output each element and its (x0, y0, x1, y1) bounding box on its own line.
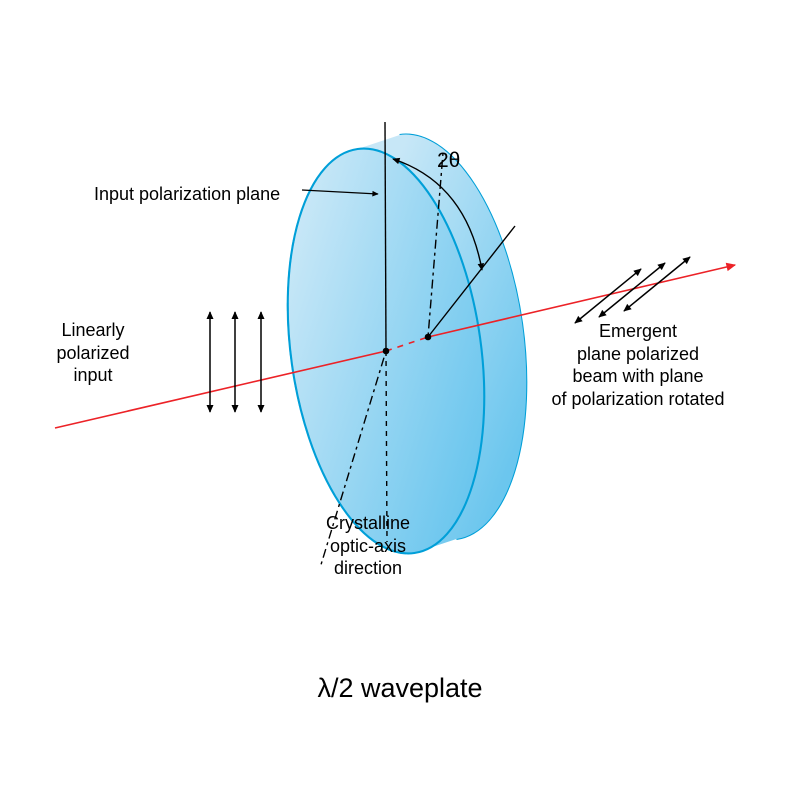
output-polarization-vector (624, 257, 690, 311)
label-angle-2theta: 2θ (437, 148, 460, 174)
diagram-title: λ/2 waveplate (200, 672, 600, 706)
label-linearly-polarized: Linearlypolarizedinput (0, 319, 243, 387)
output-vectors-group (575, 257, 690, 323)
output-polarization-vector (599, 263, 665, 317)
label-optic-axis: Crystallineoptic-axisdirection (218, 512, 518, 580)
center-dot-back (425, 334, 432, 341)
output-polarization-vector (575, 269, 641, 323)
center-dot-front (383, 348, 390, 355)
label-emergent-beam: Emergentplane polarizedbeam with planeof… (488, 320, 788, 410)
label-input-polarization: Input polarization plane (94, 183, 280, 206)
